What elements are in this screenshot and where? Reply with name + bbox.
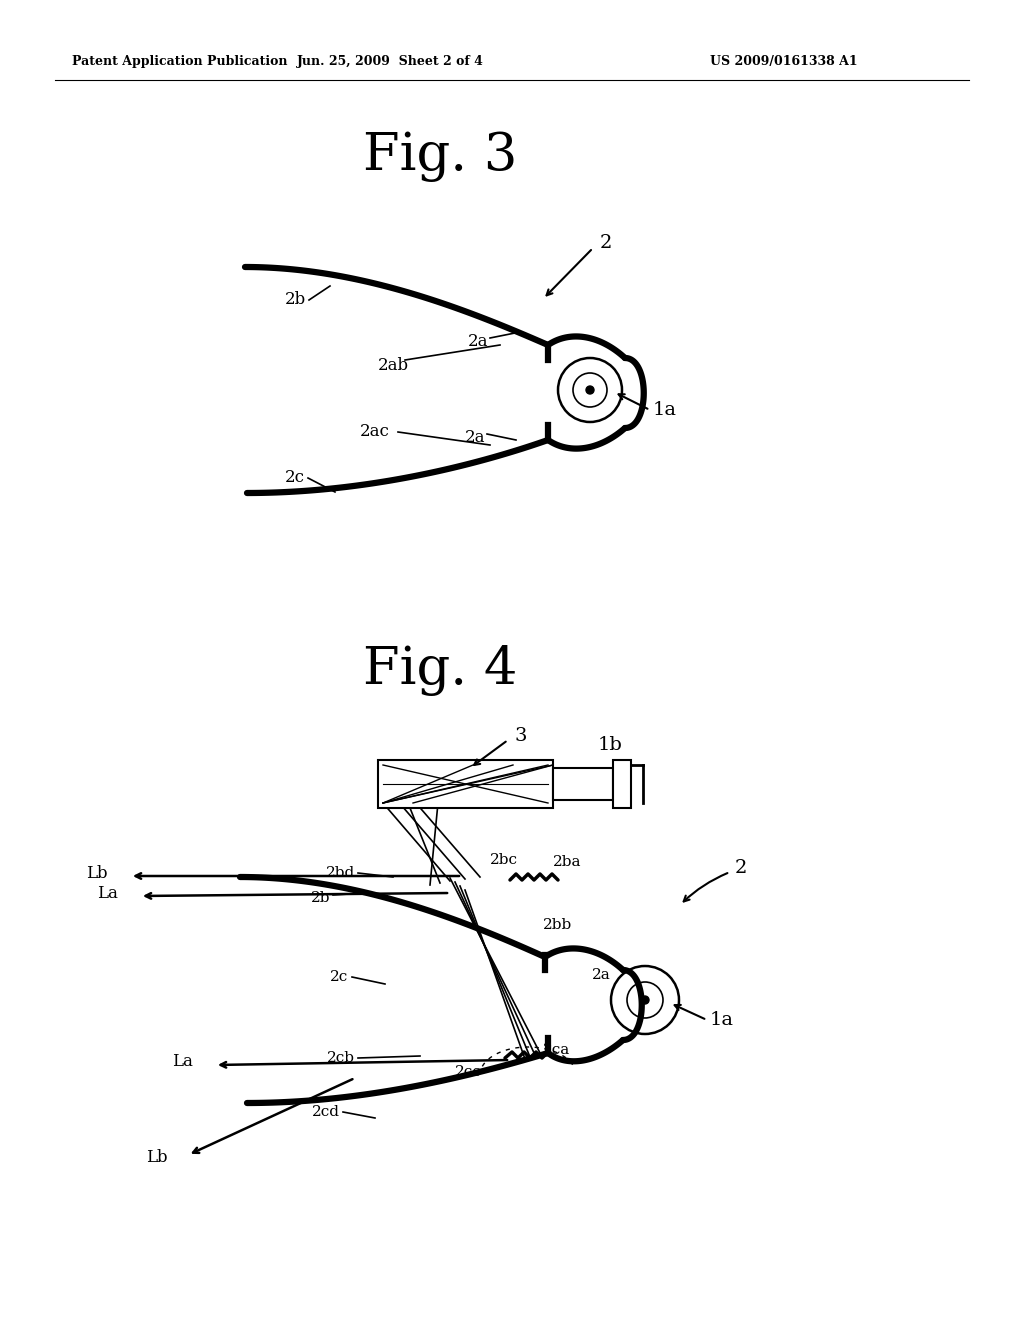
Text: 2bd: 2bd — [326, 866, 355, 880]
Text: Lb: Lb — [86, 865, 108, 882]
Text: Lb: Lb — [146, 1150, 168, 1167]
Text: 2a: 2a — [468, 334, 488, 351]
Bar — [378, 760, 553, 808]
Text: 2a: 2a — [465, 429, 485, 446]
Bar — [553, 768, 613, 800]
Text: 2: 2 — [735, 859, 748, 876]
Text: 2bb: 2bb — [543, 917, 572, 932]
Text: La: La — [172, 1053, 193, 1071]
Circle shape — [586, 385, 594, 393]
Bar — [613, 760, 631, 808]
Text: Fig. 3: Fig. 3 — [362, 132, 517, 182]
Text: La: La — [97, 884, 118, 902]
Text: 2ab: 2ab — [378, 356, 410, 374]
Text: 1a: 1a — [710, 1011, 734, 1030]
Text: 1a: 1a — [653, 401, 677, 418]
Text: Jun. 25, 2009  Sheet 2 of 4: Jun. 25, 2009 Sheet 2 of 4 — [297, 55, 483, 69]
Text: 2cb: 2cb — [327, 1051, 355, 1065]
Text: 1b: 1b — [598, 737, 623, 754]
Text: 2: 2 — [600, 234, 612, 252]
Text: 2b: 2b — [310, 891, 330, 906]
Text: 2cd: 2cd — [312, 1105, 340, 1119]
Text: Fig. 4: Fig. 4 — [362, 644, 517, 696]
Circle shape — [641, 997, 649, 1005]
Text: 2ba: 2ba — [553, 855, 582, 869]
Text: US 2009/0161338 A1: US 2009/0161338 A1 — [710, 55, 858, 69]
Text: Patent Application Publication: Patent Application Publication — [72, 55, 288, 69]
Text: 2b: 2b — [285, 292, 306, 309]
Text: 2bc: 2bc — [490, 853, 518, 867]
Text: 2ac: 2ac — [360, 424, 390, 441]
Text: 2c: 2c — [330, 970, 348, 983]
Text: 2cc: 2cc — [455, 1065, 481, 1078]
Text: 3: 3 — [514, 727, 526, 744]
Text: 2c: 2c — [285, 470, 305, 487]
Text: 2a: 2a — [592, 968, 610, 982]
Text: 2ca: 2ca — [543, 1043, 570, 1057]
